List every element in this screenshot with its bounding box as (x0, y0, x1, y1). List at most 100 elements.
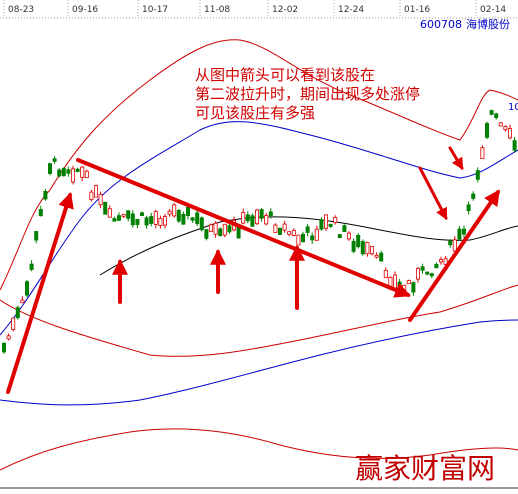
indicator-line (0, 428, 518, 471)
date-label: 12-24 (338, 5, 364, 15)
candle-body (181, 213, 186, 225)
candle-body (452, 239, 457, 252)
candle-body (176, 210, 181, 222)
candle-body (360, 241, 365, 255)
candle-body (89, 191, 94, 201)
candle-body (107, 208, 112, 218)
annotation-line: 第二波拉升时，期间出现多处涨停 (195, 85, 420, 103)
candle-body (208, 224, 213, 233)
candle-body (484, 123, 489, 138)
candle-body (84, 170, 89, 178)
candle-body (425, 271, 430, 275)
candle-body (144, 217, 149, 226)
candle-body (24, 281, 29, 296)
candle-body (319, 219, 324, 230)
candle-body (379, 252, 384, 262)
candle-body (167, 210, 172, 215)
candle-body (48, 163, 53, 174)
edge-label: 10 (508, 102, 518, 113)
candle-body (383, 270, 388, 279)
arrow (6, 191, 74, 394)
candle-body (222, 223, 227, 236)
candle-body (117, 215, 122, 221)
candle-body (250, 215, 255, 227)
date-label: 09-16 (72, 5, 98, 15)
candle-body (498, 122, 503, 127)
candle-body (466, 204, 471, 212)
candle-body (282, 223, 287, 231)
candle-body (314, 228, 319, 241)
candle-body (429, 273, 434, 277)
candle-body (172, 204, 177, 217)
candle-body (190, 217, 195, 221)
candle-body (337, 234, 342, 238)
candle-body (199, 217, 204, 231)
stock-name: 海博股份 (466, 17, 510, 31)
candle-body (448, 240, 453, 246)
candle-body (443, 258, 448, 265)
candle-body (98, 193, 103, 206)
long-average (99, 216, 518, 276)
candle-body (195, 212, 200, 225)
candle-body (296, 234, 301, 246)
candle-body (126, 210, 131, 219)
candle-body (328, 223, 333, 227)
candle-body (94, 185, 99, 198)
candle-body (475, 170, 480, 180)
date-label: 02-14 (480, 5, 506, 15)
date-label: 10-17 (142, 5, 168, 15)
candle-body (121, 213, 126, 217)
candle-body (305, 226, 310, 233)
arrows (6, 146, 500, 394)
candle-body (130, 213, 135, 226)
candle-body (471, 193, 476, 199)
candle-body (291, 230, 296, 236)
candle-body (227, 225, 232, 233)
candle-body (139, 212, 144, 216)
annotation-line: 从图中箭头可以看到该股在 (195, 66, 375, 84)
candle-body (333, 217, 338, 223)
candle-body (438, 259, 443, 263)
candle-body (356, 234, 361, 248)
date-label: 01-16 (404, 5, 430, 15)
candle-body (420, 266, 425, 271)
candle-body (6, 335, 11, 340)
candle-body (80, 166, 85, 178)
candle-body (351, 240, 356, 252)
candle-body (11, 317, 16, 330)
candle-body (112, 218, 117, 222)
date-label: 11-08 (204, 5, 230, 15)
candle-body (411, 282, 416, 293)
candle-body (15, 307, 20, 319)
candle-body (52, 158, 57, 162)
candle-body (259, 209, 264, 219)
candle-body (153, 211, 158, 225)
candle-body (461, 228, 466, 235)
candle-body (245, 214, 250, 222)
arrow (76, 158, 411, 298)
candle-body (287, 231, 292, 235)
candle-body (213, 222, 218, 235)
candle-body (75, 168, 80, 172)
candle-body (103, 201, 108, 215)
candle-body (268, 211, 273, 217)
date-label: 12-02 (272, 5, 298, 15)
arrow (408, 189, 500, 322)
candle-body (57, 169, 62, 177)
date-axis: 08-23 09-16 10-17 11-08 12-02 12-24 01-16 02-14 (3, 0, 506, 18)
lower-band (0, 284, 518, 357)
candle-body (480, 147, 485, 160)
candle-body (254, 209, 259, 225)
candle-body (66, 169, 71, 174)
candle-body (392, 274, 397, 289)
candle-body (162, 216, 167, 226)
candle-body (323, 214, 328, 229)
candle-body (402, 284, 407, 292)
candle-body (310, 235, 315, 241)
candle-body (34, 231, 39, 241)
candle-body (406, 280, 411, 285)
candle-body (503, 126, 508, 131)
candle-body (158, 218, 163, 226)
